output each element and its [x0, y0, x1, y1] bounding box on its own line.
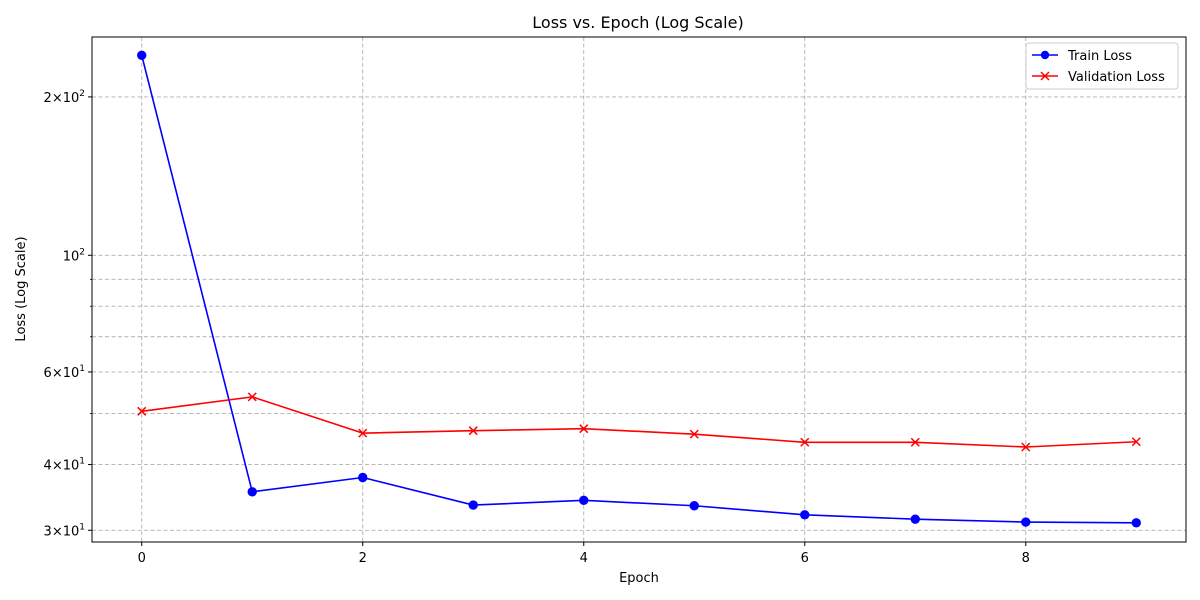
- legend-label: Train Loss: [1067, 49, 1132, 64]
- data-point: [468, 426, 478, 436]
- y-tick-label: 2×102: [44, 89, 85, 106]
- x-tick-label: 8: [1022, 551, 1030, 566]
- data-point: [800, 510, 810, 520]
- x-tick-label: 4: [580, 551, 588, 566]
- data-point: [1131, 437, 1141, 447]
- data-point: [358, 428, 368, 438]
- y-tick-label: 102: [63, 247, 85, 264]
- data-point: [1021, 442, 1031, 452]
- data-point: [579, 424, 589, 434]
- x-tick-label: 0: [138, 551, 146, 566]
- legend: Train Loss Validation Loss: [1025, 42, 1179, 90]
- data-point: [137, 406, 147, 416]
- data-point: [910, 514, 920, 524]
- legend-marker: [1040, 50, 1050, 60]
- y-tick-label: 3×101: [44, 522, 85, 539]
- data-point: [800, 437, 810, 447]
- x-tick-label: 2: [359, 551, 367, 566]
- data-point: [910, 437, 920, 447]
- series-validation-loss: [137, 392, 1141, 452]
- data-point: [689, 501, 699, 511]
- data-point: [358, 472, 368, 483]
- legend-marker: [1040, 71, 1050, 81]
- data-point: [468, 500, 478, 510]
- legend-item: Validation Loss: [1032, 70, 1165, 85]
- y-axis-label: Loss (Log Scale): [14, 236, 29, 341]
- series-line: [140, 55, 1137, 524]
- data-point: [689, 429, 699, 439]
- legend-item: Train Loss: [1032, 49, 1132, 64]
- legend-box: [1025, 42, 1179, 90]
- chart-title: Loss vs. Epoch (Log Scale): [532, 13, 743, 32]
- plot-area-frame: [91, 36, 1187, 543]
- data-point: [137, 50, 147, 60]
- legend-label: Validation Loss: [1068, 70, 1165, 85]
- x-axis-label: Epoch: [619, 571, 659, 586]
- y-tick-label: 6×101: [44, 364, 85, 381]
- data-point: [1131, 518, 1141, 528]
- grid-layer: [92, 37, 1186, 542]
- x-tick-label: 6: [801, 551, 809, 566]
- series-layer: [137, 50, 1141, 528]
- data-point: [579, 495, 589, 506]
- series-line: [141, 396, 1137, 448]
- data-point: [1021, 517, 1031, 527]
- series-train-loss: [137, 50, 1141, 528]
- data-point: [247, 392, 257, 402]
- tick-layer: 0 2 4 6 8 3×101 4×101 6×101 102 2×102: [44, 89, 1030, 566]
- data-point: [247, 487, 257, 497]
- y-tick-label: 4×101: [44, 457, 85, 474]
